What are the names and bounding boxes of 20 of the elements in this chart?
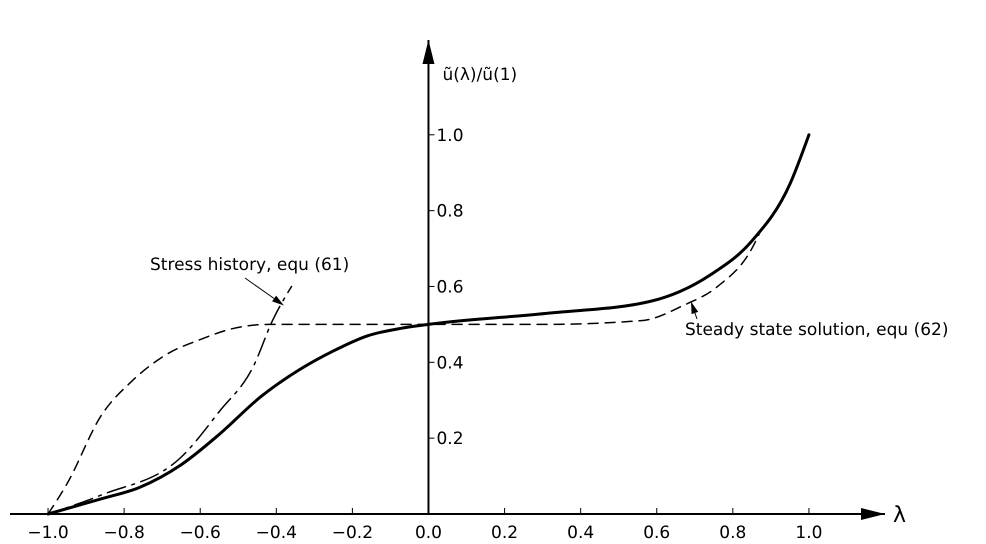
x-tick-label: −0.2 <box>332 523 374 543</box>
y-axis-title: ũ(λ)/ũ(1) <box>442 65 518 85</box>
x-tick-label: 0.0 <box>414 523 442 543</box>
x-tick-label: −1.0 <box>27 523 69 543</box>
annotation: Stress history, equ (61) <box>150 255 350 275</box>
annotation: Steady state solution, equ (62) <box>685 320 949 340</box>
y-tick-label: 1.0 <box>436 126 464 146</box>
y-tick-label: 0.8 <box>436 202 464 222</box>
x-tick-label: 1.0 <box>795 523 822 543</box>
x-tick-label: −0.8 <box>103 523 145 543</box>
x-tick-label: 0.6 <box>643 523 670 543</box>
x-tick-label: 0.4 <box>567 523 594 543</box>
x-axis-title: λ <box>893 503 906 528</box>
x-tick-label: 0.2 <box>491 523 518 543</box>
x-tick-label: −0.6 <box>180 523 221 543</box>
y-tick-label: 0.6 <box>436 277 464 298</box>
y-tick-label: 0.2 <box>436 429 464 450</box>
x-tick-label: −0.4 <box>256 523 297 543</box>
y-tick-label: 0.4 <box>436 353 464 374</box>
x-tick-label: 0.8 <box>719 523 746 543</box>
